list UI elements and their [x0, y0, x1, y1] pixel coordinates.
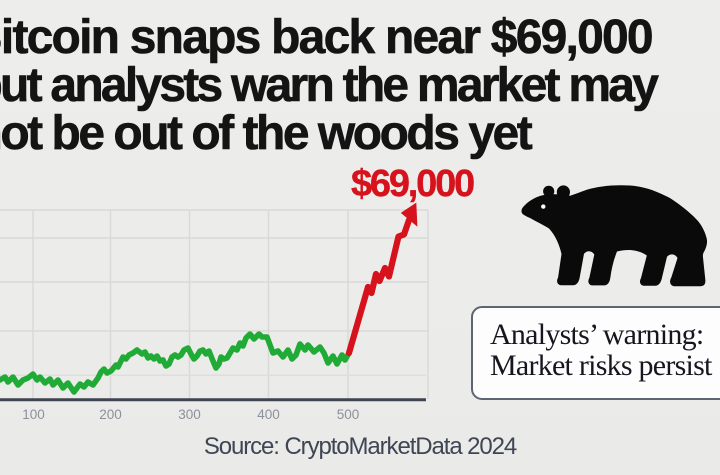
svg-text:500: 500: [337, 407, 360, 422]
svg-text:100: 100: [22, 407, 45, 422]
svg-text:200: 200: [99, 407, 122, 422]
svg-text:300: 300: [178, 407, 201, 422]
svg-text:400: 400: [257, 407, 280, 422]
